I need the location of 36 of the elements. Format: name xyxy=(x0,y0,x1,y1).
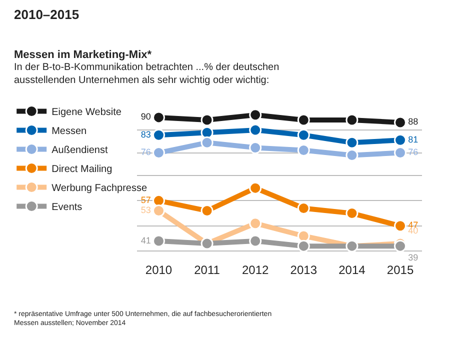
point xyxy=(249,217,262,230)
x-tick-label: 2010 xyxy=(145,263,172,277)
data-label: 83 xyxy=(140,129,151,140)
x-tick-label: 2014 xyxy=(338,263,366,277)
point xyxy=(394,220,407,232)
data-label: 90 xyxy=(140,112,151,122)
point xyxy=(249,124,262,136)
point xyxy=(297,114,310,126)
data-label: 41 xyxy=(140,235,151,246)
x-tick-label: 2015 xyxy=(386,263,414,277)
chart-subtitle: Messen im Marketing-Mix* xyxy=(14,49,152,61)
point xyxy=(249,234,262,248)
legend-label: Werbung Fachpresse xyxy=(52,183,148,194)
legend-label: Messen xyxy=(52,126,87,138)
legend-label: Events xyxy=(52,202,82,214)
text: In der B-to-B-Kommunikation betrachten ...% der deutschen ausstellenden Unternehmen als sehr wichtig oder wichtig: xyxy=(14,62,280,86)
data-label: 57 xyxy=(140,194,151,205)
chart-title: 2010–2015 xyxy=(14,7,80,22)
data-label: 53 xyxy=(140,205,151,216)
point xyxy=(249,182,262,194)
data-label: 81 xyxy=(408,134,418,144)
point xyxy=(200,114,214,126)
legend-label: Direct Mailing xyxy=(52,164,112,176)
x-tick-label: 2012 xyxy=(242,263,270,277)
point xyxy=(346,136,358,149)
legend-label: Außendienst xyxy=(52,145,108,156)
data-label: 39 xyxy=(408,252,418,263)
point xyxy=(249,108,262,122)
x-tick-label: 2013 xyxy=(290,263,318,277)
point xyxy=(297,128,310,142)
point xyxy=(200,136,214,149)
data-label: 88 xyxy=(408,116,418,127)
x-tick-label: 2011 xyxy=(194,263,220,277)
legend-label: Eigene Website xyxy=(52,107,122,118)
point xyxy=(346,114,358,126)
point xyxy=(297,240,310,252)
